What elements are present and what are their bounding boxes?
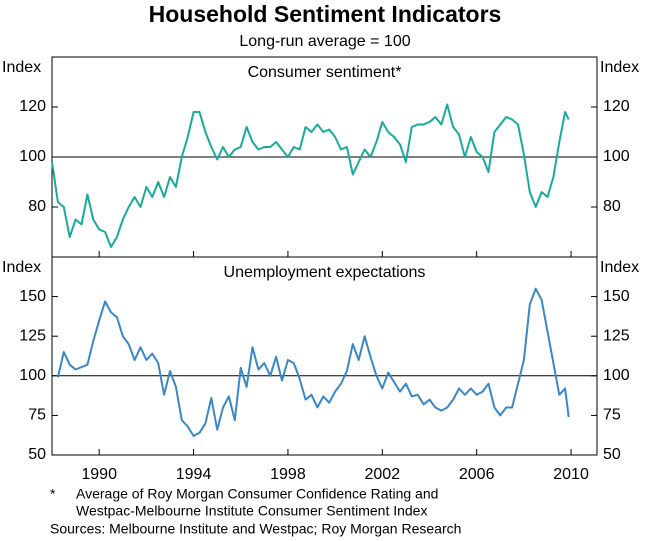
- footnote-marker: *: [50, 486, 56, 502]
- y-tick-label: 80: [28, 198, 46, 215]
- y2-tick-label: 125: [603, 327, 630, 344]
- plot-frame: [51, 256, 598, 456]
- y-axis-label: Index: [2, 59, 41, 76]
- y2-tick-label: 80: [603, 198, 621, 215]
- footnote: Average of Roy Morgan Consumer Confidenc…: [76, 486, 438, 502]
- y2-axis-label: Index: [600, 59, 639, 76]
- x-tick-label: 2002: [365, 466, 401, 483]
- y2-tick-label: 150: [603, 288, 630, 305]
- y-tick-label: 75: [28, 407, 46, 424]
- series-line: [56, 287, 570, 437]
- y-tick-label: 100: [19, 148, 46, 165]
- y2-tick-label: 50: [603, 446, 621, 463]
- panel-title: Consumer sentiment*: [248, 64, 402, 81]
- y-axis-label: Index: [2, 259, 41, 276]
- y2-tick-label: 75: [603, 407, 621, 424]
- y-tick-label: 120: [19, 98, 46, 115]
- y-tick-label: 125: [19, 327, 46, 344]
- chart-subtitle: Long-run average = 100: [239, 33, 410, 50]
- y2-tick-label: 120: [603, 98, 630, 115]
- y-tick-label: 50: [28, 446, 46, 463]
- x-tick-label: 1990: [81, 466, 117, 483]
- footnote: Westpac-Melbourne Institute Consumer Sen…: [76, 503, 427, 519]
- x-tick-label: 1998: [270, 466, 306, 483]
- y-tick-label: 100: [19, 367, 46, 384]
- x-tick-label: 2010: [553, 466, 589, 483]
- series-line: [51, 103, 570, 248]
- chart-title: Household Sentiment Indicators: [149, 1, 502, 27]
- y2-axis-label: Index: [600, 259, 639, 276]
- x-tick-label: 2006: [459, 466, 495, 483]
- x-tick-label: 1994: [176, 466, 212, 483]
- y2-tick-label: 100: [603, 367, 630, 384]
- y-tick-label: 150: [19, 288, 46, 305]
- panel-title: Unemployment expectations: [224, 264, 426, 281]
- y2-tick-label: 100: [603, 148, 630, 165]
- sources: Sources: Melbourne Institute and Westpac…: [50, 521, 461, 537]
